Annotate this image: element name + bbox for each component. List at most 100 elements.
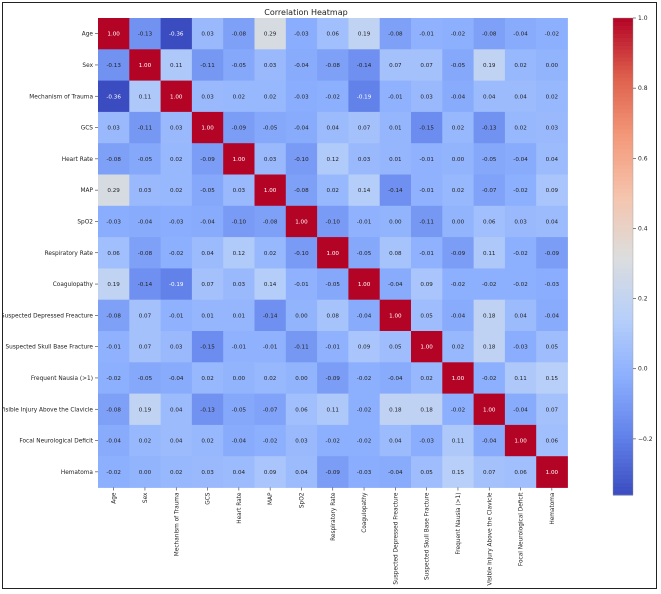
heatmap-cell bbox=[129, 393, 161, 426]
cell-value-label: 0.03 bbox=[170, 126, 183, 132]
cell-value-label: -0.02 bbox=[451, 407, 465, 413]
cell-value-label: 0.02 bbox=[420, 376, 432, 382]
heatmap-cell bbox=[411, 143, 443, 175]
colorbar-band bbox=[613, 443, 633, 448]
cell-value-label: 0.02 bbox=[327, 188, 339, 194]
heatmap-cell bbox=[129, 174, 161, 207]
colorbar-band bbox=[613, 415, 633, 420]
cell-value-label: 0.11 bbox=[483, 251, 496, 257]
cell-value-label: -0.01 bbox=[326, 345, 341, 351]
heatmap-cell bbox=[317, 299, 349, 332]
heatmap-cell bbox=[411, 174, 443, 207]
heatmap-cell bbox=[129, 299, 161, 332]
cell-value-label: -0.10 bbox=[326, 219, 341, 225]
cell-value-label: -0.04 bbox=[138, 219, 153, 225]
heatmap-cell bbox=[348, 80, 381, 113]
cell-value-label: -0.03 bbox=[169, 219, 184, 225]
cell-value-label: 0.06 bbox=[295, 407, 308, 413]
colorbar-band bbox=[613, 37, 633, 43]
cell-value-label: 0.02 bbox=[264, 251, 276, 257]
heatmap-cell bbox=[411, 268, 443, 301]
colorbar-band bbox=[613, 69, 633, 75]
colorbar-band bbox=[613, 339, 633, 345]
heatmap-cell bbox=[191, 18, 224, 50]
cell-value-label: 0.11 bbox=[139, 94, 152, 100]
heatmap-cell bbox=[98, 80, 130, 113]
cell-value-label: -0.01 bbox=[419, 32, 434, 38]
colorbar-band bbox=[613, 133, 633, 138]
heatmap-cell bbox=[348, 424, 381, 457]
cell-value-label: -0.13 bbox=[138, 32, 153, 38]
heatmap-cell bbox=[223, 424, 255, 457]
colorbar-band bbox=[613, 101, 633, 106]
colorbar-band bbox=[613, 25, 633, 31]
heatmap-cell bbox=[129, 111, 161, 144]
cell-value-label: 0.14 bbox=[264, 282, 277, 288]
cell-value-label: -0.03 bbox=[106, 219, 121, 225]
cell-value-label: 0.04 bbox=[546, 219, 559, 225]
cell-value-label: 0.19 bbox=[107, 282, 120, 288]
cell-value-label: -0.04 bbox=[200, 219, 215, 225]
colorbar-band bbox=[613, 324, 633, 329]
cell-value-label: 1.00 bbox=[420, 345, 433, 351]
heatmap-cell bbox=[223, 143, 255, 175]
cell-value-label: 0.02 bbox=[452, 188, 464, 194]
cell-value-label: -0.10 bbox=[294, 251, 309, 257]
heatmap-cell bbox=[285, 18, 318, 50]
colorbar-band bbox=[613, 316, 633, 321]
colorbar-band bbox=[613, 165, 633, 170]
heatmap-cell bbox=[473, 299, 506, 332]
colorbar-band bbox=[613, 97, 633, 102]
cell-value-label: -0.09 bbox=[200, 157, 215, 163]
cell-value-label: -0.04 bbox=[513, 407, 528, 413]
cell-value-label: 0.04 bbox=[295, 470, 308, 476]
heatmap-cell bbox=[473, 456, 506, 488]
heatmap-cell bbox=[223, 174, 255, 207]
cell-value-label: -0.14 bbox=[388, 188, 403, 194]
y-tick-label: Coagulopathy bbox=[53, 282, 94, 288]
colorbar-band bbox=[613, 73, 633, 79]
colorbar-band bbox=[613, 173, 633, 178]
colorbar-band bbox=[613, 192, 633, 198]
colorbar-band bbox=[613, 483, 633, 488]
heatmap-cell bbox=[536, 18, 568, 50]
cell-value-label: 0.03 bbox=[139, 188, 152, 194]
heatmap-cell bbox=[411, 424, 443, 457]
cell-value-label: -0.03 bbox=[545, 282, 560, 288]
cell-value-label: -0.02 bbox=[357, 407, 371, 413]
cell-value-label: 0.03 bbox=[233, 282, 246, 288]
colorbar-band bbox=[613, 367, 633, 373]
colorbar-band bbox=[613, 21, 633, 27]
colorbar-band bbox=[613, 479, 633, 484]
cell-value-label: 0.07 bbox=[483, 470, 496, 476]
colorbar-band bbox=[613, 387, 633, 393]
heatmap-cell bbox=[473, 18, 506, 50]
heatmap-cell bbox=[254, 111, 287, 144]
cell-value-label: 1.00 bbox=[358, 282, 371, 288]
cell-value-label: 0.02 bbox=[233, 94, 245, 100]
colorbar-band bbox=[613, 467, 633, 472]
cell-value-label: -0.02 bbox=[482, 376, 496, 382]
heatmap-cell bbox=[348, 393, 381, 426]
colorbar-band bbox=[613, 439, 633, 444]
cell-value-label: -0.01 bbox=[419, 157, 434, 163]
x-tick-label: Frequent Nausia (>1) bbox=[456, 493, 462, 555]
heatmap-cell bbox=[473, 111, 506, 144]
heatmap-cell bbox=[536, 205, 568, 238]
heatmap-cell bbox=[473, 362, 506, 394]
colorbar-band bbox=[613, 296, 633, 301]
cell-value-label: 1.00 bbox=[107, 32, 120, 38]
heatmap-cell bbox=[411, 331, 443, 363]
colorbar-band bbox=[613, 471, 633, 476]
cell-value-label: 1.00 bbox=[514, 439, 527, 445]
cell-value-label: -0.04 bbox=[451, 94, 466, 100]
heatmap-cell bbox=[223, 18, 255, 50]
heatmap-cell bbox=[129, 362, 161, 394]
cell-value-label: -0.08 bbox=[106, 407, 121, 413]
colorbar-tick-label: 0.8 bbox=[638, 85, 648, 92]
colorbar-band bbox=[613, 208, 633, 214]
cell-value-label: -0.01 bbox=[294, 282, 309, 288]
heatmap-cell bbox=[504, 331, 537, 363]
heatmap-cell bbox=[191, 268, 224, 301]
heatmap-cell bbox=[411, 111, 443, 144]
